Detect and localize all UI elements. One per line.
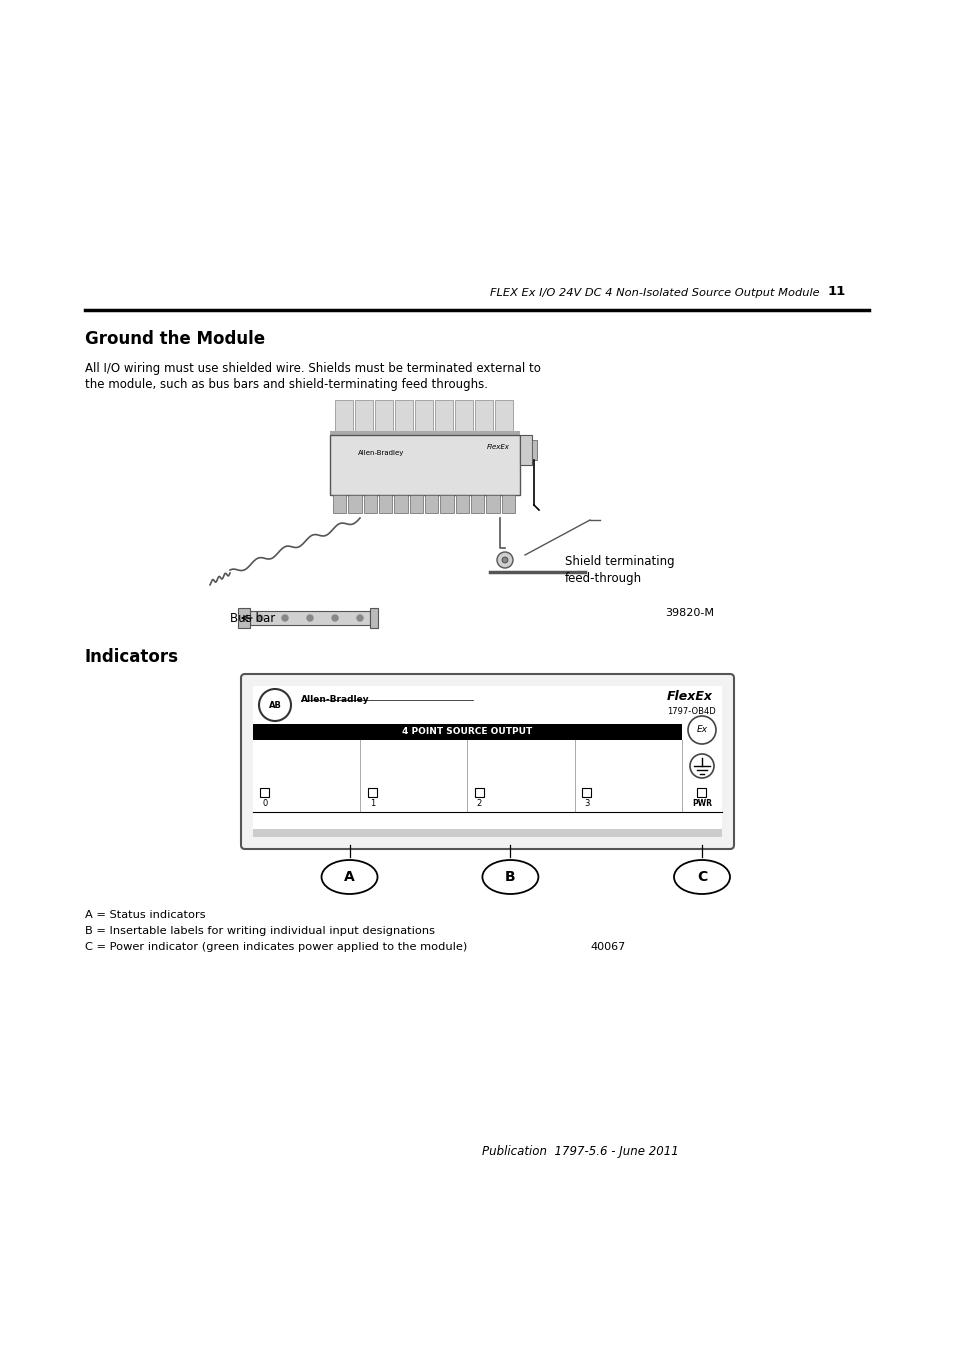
Bar: [253, 829, 721, 837]
Bar: [330, 435, 519, 495]
Bar: [260, 787, 269, 796]
Text: Shield terminating: Shield terminating: [564, 555, 674, 568]
Text: Ex: Ex: [696, 725, 707, 734]
Text: 2: 2: [476, 799, 481, 809]
Circle shape: [282, 616, 288, 621]
Text: A: A: [344, 869, 355, 884]
Text: C = Power indicator (green indicates power applied to the module): C = Power indicator (green indicates pow…: [85, 942, 467, 952]
Text: A = Status indicators: A = Status indicators: [85, 910, 206, 919]
Bar: [455, 400, 473, 435]
Bar: [375, 400, 393, 435]
Circle shape: [501, 558, 507, 563]
Bar: [495, 400, 513, 435]
Bar: [253, 724, 681, 740]
Text: 39820-M: 39820-M: [664, 608, 713, 618]
Bar: [370, 608, 377, 628]
Bar: [335, 400, 353, 435]
Bar: [367, 787, 376, 796]
Bar: [348, 495, 361, 513]
Bar: [456, 495, 469, 513]
Text: Allen-Bradley: Allen-Bradley: [357, 450, 404, 456]
Circle shape: [258, 688, 291, 721]
Circle shape: [689, 755, 713, 778]
Bar: [581, 787, 591, 796]
Text: Bus bar: Bus bar: [230, 612, 275, 625]
Text: C: C: [696, 869, 706, 884]
Text: the module, such as bus bars and shield-terminating feed throughs.: the module, such as bus bars and shield-…: [85, 378, 488, 392]
Circle shape: [497, 552, 513, 568]
Text: Indicators: Indicators: [85, 648, 179, 666]
Text: 3: 3: [583, 799, 589, 809]
Text: FLEX Ex I/O 24V DC 4 Non-Isolated Source Output Module: FLEX Ex I/O 24V DC 4 Non-Isolated Source…: [490, 288, 820, 298]
Circle shape: [307, 616, 313, 621]
Bar: [250, 612, 370, 625]
Bar: [440, 495, 454, 513]
Bar: [394, 495, 407, 513]
Bar: [532, 440, 537, 460]
Ellipse shape: [321, 860, 377, 894]
Bar: [415, 400, 433, 435]
Bar: [501, 495, 515, 513]
Bar: [253, 686, 721, 837]
Text: B: B: [504, 869, 516, 884]
Bar: [363, 495, 376, 513]
Ellipse shape: [482, 860, 537, 894]
Bar: [378, 495, 392, 513]
Text: PWR: PWR: [691, 799, 711, 809]
Text: All I/O wiring must use shielded wire. Shields must be terminated external to: All I/O wiring must use shielded wire. S…: [85, 362, 540, 375]
Bar: [330, 431, 519, 435]
Text: 11: 11: [827, 285, 845, 298]
Text: 4 POINT SOURCE OUTPUT: 4 POINT SOURCE OUTPUT: [402, 728, 532, 737]
Bar: [355, 400, 373, 435]
Circle shape: [356, 616, 363, 621]
Bar: [519, 435, 532, 464]
FancyBboxPatch shape: [241, 674, 733, 849]
Text: 1: 1: [369, 799, 375, 809]
Text: 0: 0: [262, 799, 268, 809]
Circle shape: [687, 716, 716, 744]
Text: 1797-OB4D: 1797-OB4D: [666, 706, 715, 716]
Text: FlexEx: FlexEx: [487, 444, 510, 450]
Bar: [424, 495, 437, 513]
Bar: [486, 495, 499, 513]
Bar: [697, 787, 706, 796]
Bar: [395, 400, 413, 435]
Circle shape: [332, 616, 337, 621]
Bar: [333, 495, 346, 513]
Bar: [475, 787, 483, 796]
Bar: [409, 495, 422, 513]
Bar: [475, 400, 493, 435]
Circle shape: [256, 616, 263, 621]
Text: B = Insertable labels for writing individual input designations: B = Insertable labels for writing indivi…: [85, 926, 435, 936]
Bar: [435, 400, 453, 435]
Text: feed-through: feed-through: [564, 572, 641, 585]
Ellipse shape: [673, 860, 729, 894]
Bar: [237, 608, 250, 628]
Text: FlexEx: FlexEx: [666, 690, 712, 702]
Bar: [471, 495, 484, 513]
Text: 40067: 40067: [589, 942, 624, 952]
Text: AB: AB: [269, 701, 281, 710]
Text: Publication  1797-5.6 - June 2011: Publication 1797-5.6 - June 2011: [481, 1145, 678, 1158]
Text: Ground the Module: Ground the Module: [85, 329, 265, 348]
Text: Allen-Bradley: Allen-Bradley: [301, 695, 369, 705]
